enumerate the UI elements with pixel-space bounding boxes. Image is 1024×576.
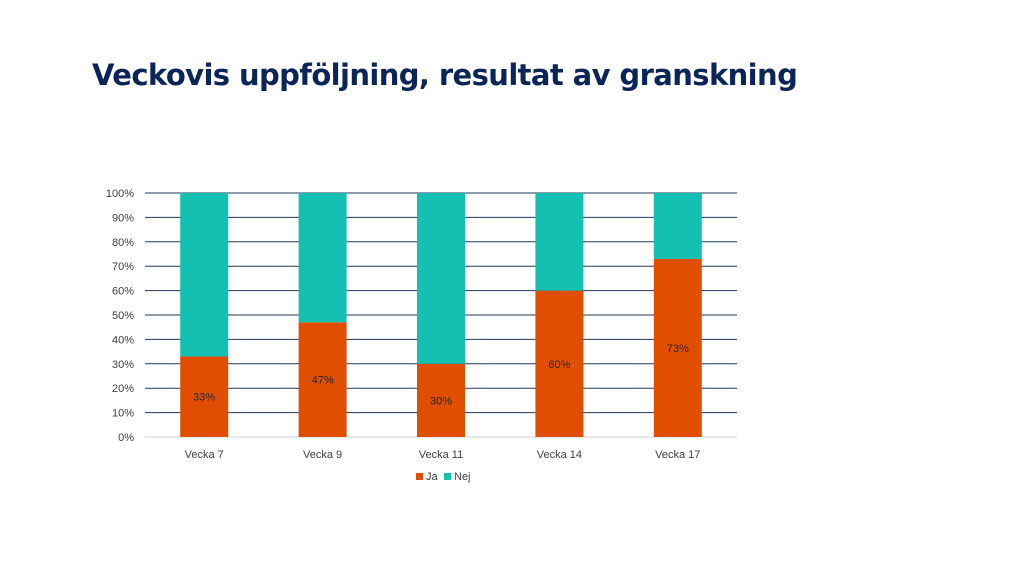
bar-ja bbox=[653, 258, 702, 437]
y-axis: 0% 10% 20% 30% 40% 50% 60% 70% 80% 90% 100% bbox=[106, 188, 134, 444]
bar-nej bbox=[535, 193, 584, 291]
x-tick-label: Vecka 7 bbox=[185, 449, 224, 461]
legend-label-ja: Ja bbox=[426, 471, 439, 483]
y-tick-label: 90% bbox=[112, 212, 134, 224]
bar-ja bbox=[180, 356, 229, 437]
data-label: 30% bbox=[430, 395, 452, 407]
bar-ja bbox=[417, 363, 465, 437]
bars bbox=[180, 193, 702, 437]
y-tick-label: 60% bbox=[112, 286, 134, 298]
legend-label-nej: Nej bbox=[454, 471, 471, 483]
legend-swatch-ja bbox=[416, 473, 423, 480]
x-tick-label: Vecka 17 bbox=[655, 449, 700, 461]
x-tick-label: Vecka 9 bbox=[303, 449, 342, 461]
x-axis: Vecka 7 Vecka 9 Vecka 11 Vecka 14 Vecka 17 bbox=[185, 449, 701, 461]
y-tick-label: 100% bbox=[106, 188, 134, 200]
y-tick-label: 0% bbox=[118, 432, 134, 444]
x-tick-label: Vecka 11 bbox=[419, 449, 463, 461]
y-tick-label: 80% bbox=[112, 237, 134, 249]
y-tick-label: 70% bbox=[112, 261, 134, 273]
legend: Ja Nej bbox=[416, 471, 471, 483]
bar-ja bbox=[535, 290, 584, 437]
bar-ja bbox=[298, 322, 347, 437]
y-tick-label: 10% bbox=[112, 408, 134, 420]
bar-nej bbox=[653, 193, 702, 259]
bar-nej bbox=[417, 193, 465, 364]
y-tick-label: 20% bbox=[112, 383, 134, 395]
slide-title: Veckovis uppföljning, resultat av gransk… bbox=[92, 58, 798, 92]
y-tick-label: 50% bbox=[112, 310, 134, 322]
y-tick-label: 30% bbox=[112, 359, 134, 371]
y-tick-label: 40% bbox=[112, 334, 134, 346]
data-labels: 33% 47% 30% 60% 73% bbox=[193, 343, 689, 407]
bar-nej bbox=[298, 193, 347, 323]
data-label: 60% bbox=[548, 359, 570, 371]
data-label: 47% bbox=[312, 375, 334, 387]
x-tick-label: Vecka 14 bbox=[537, 449, 582, 461]
data-label: 33% bbox=[193, 392, 215, 404]
legend-swatch-nej bbox=[444, 473, 451, 480]
bar-nej bbox=[180, 193, 229, 357]
data-label: 73% bbox=[667, 343, 689, 355]
